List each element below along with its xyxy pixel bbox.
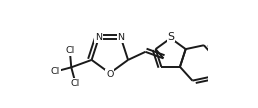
Text: O: O [106, 70, 114, 79]
Text: Cl: Cl [51, 67, 60, 76]
Text: N: N [95, 33, 102, 42]
Text: N: N [118, 33, 125, 42]
Text: S: S [167, 32, 174, 41]
Text: Cl: Cl [71, 79, 80, 88]
Text: Cl: Cl [65, 46, 75, 55]
